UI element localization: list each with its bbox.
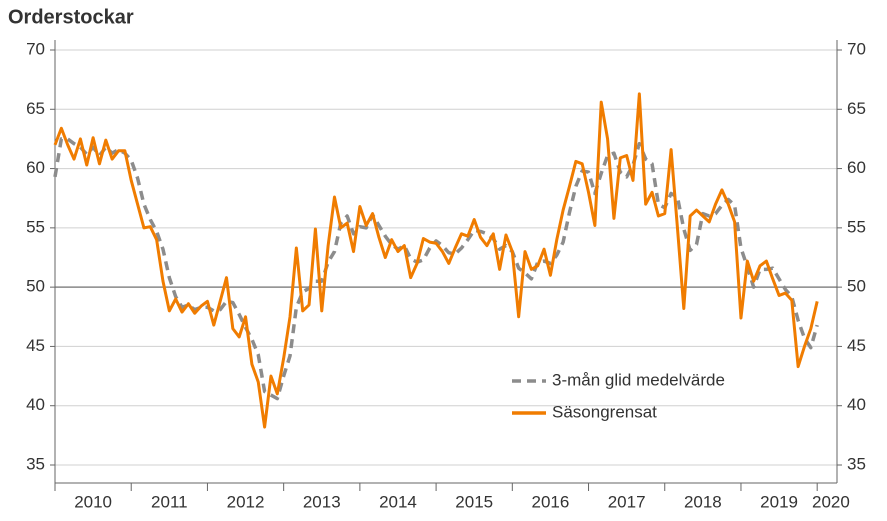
x-tick-label: 2018 [684, 492, 722, 511]
y2-tick-label: 65 [847, 99, 866, 118]
x-tick-label: 2014 [379, 492, 417, 511]
x-tick-label: 2015 [455, 492, 493, 511]
series-line [53, 92, 819, 429]
y2-tick-label: 45 [847, 336, 866, 355]
x-tick-label: 2019 [760, 492, 798, 511]
y-tick-label: 60 [26, 158, 45, 177]
x-tick-label: 2010 [74, 492, 112, 511]
y-tick-label: 70 [26, 39, 45, 58]
y-tick-label: 40 [26, 395, 45, 414]
y-tick-label: 55 [26, 217, 45, 236]
x-tick-label: 2016 [532, 492, 570, 511]
y-tick-label: 45 [26, 336, 45, 355]
y2-tick-label: 50 [847, 277, 866, 296]
legend-label: 3-mån glid medelvärde [552, 370, 725, 389]
y2-tick-label: 35 [847, 454, 866, 473]
chart-title: Orderstockar [8, 6, 134, 28]
x-tick-label: 2020 [812, 492, 850, 511]
y-tick-label: 50 [26, 277, 45, 296]
series-line [53, 137, 819, 401]
legend-label: Säsongrensat [552, 402, 657, 421]
x-tick-label: 2012 [227, 492, 265, 511]
x-tick-label: 2017 [608, 492, 646, 511]
y2-tick-label: 55 [847, 217, 866, 236]
y-tick-label: 65 [26, 99, 45, 118]
y2-tick-label: 70 [847, 39, 866, 58]
y2-tick-label: 40 [847, 395, 866, 414]
x-tick-label: 2011 [151, 492, 188, 511]
x-tick-label: 2013 [303, 492, 341, 511]
y-tick-label: 35 [26, 454, 45, 473]
y2-tick-label: 60 [847, 158, 866, 177]
